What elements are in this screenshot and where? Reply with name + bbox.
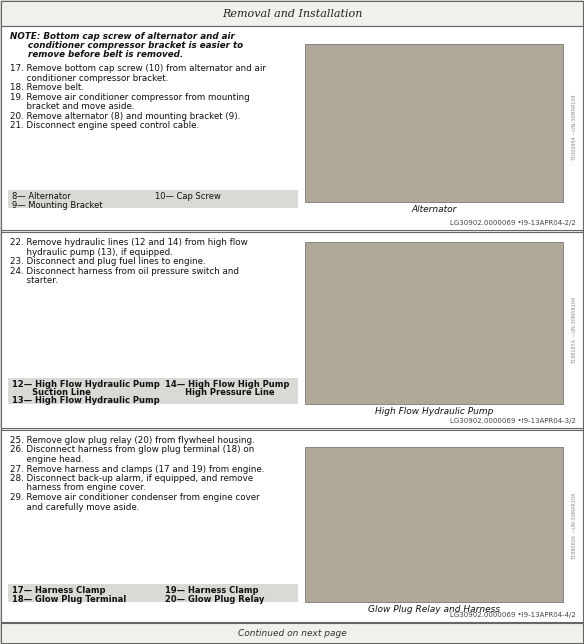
Text: 25. Remove glow plug relay (20) from flywheel housing.: 25. Remove glow plug relay (20) from fly…	[10, 436, 255, 445]
Bar	[305, 44, 563, 202]
Text: High Flow Hydraulic Pump: High Flow Hydraulic Pump	[375, 407, 493, 416]
Text: 29. Remove air conditioner condenser from engine cover: 29. Remove air conditioner condenser fro…	[10, 493, 260, 502]
Text: 21. Disconnect engine speed control cable.: 21. Disconnect engine speed control cabl…	[10, 121, 199, 130]
Text: Continued on next page: Continued on next page	[238, 629, 346, 638]
Bar	[305, 242, 563, 404]
Text: 28. Disconnect back-up alarm, if equipped, and remove: 28. Disconnect back-up alarm, if equippe…	[10, 474, 253, 483]
Bar	[8, 190, 298, 208]
Text: 17. Remove bottom cap screw (10) from alternator and air: 17. Remove bottom cap screw (10) from al…	[10, 64, 266, 73]
Text: 20— Glow Plug Relay: 20— Glow Plug Relay	[165, 595, 265, 604]
Text: 19— Harness Clamp: 19— Harness Clamp	[165, 586, 259, 595]
Text: Suction Line: Suction Line	[12, 388, 91, 397]
Text: 18— Glow Plug Terminal: 18— Glow Plug Terminal	[12, 595, 126, 604]
Text: LG30902.0000069 •I9-13APR04-3/2: LG30902.0000069 •I9-13APR04-3/2	[450, 418, 576, 424]
Text: remove before belt is removed.: remove before belt is removed.	[10, 50, 183, 59]
Text: 10— Cap Screw: 10— Cap Screw	[155, 192, 221, 201]
Text: LG30902.0000069 •I9-13APR04-4/2: LG30902.0000069 •I9-13APR04-4/2	[450, 612, 576, 618]
Text: engine head.: engine head.	[10, 455, 84, 464]
Text: Alternator: Alternator	[411, 205, 457, 214]
Bar	[8, 584, 298, 602]
Text: 23. Disconnect and plug fuel lines to engine.: 23. Disconnect and plug fuel lines to en…	[10, 257, 206, 266]
Text: Removal and Installation: Removal and Installation	[222, 8, 362, 19]
Text: bracket and move aside.: bracket and move aside.	[10, 102, 134, 111]
Bar	[1, 430, 583, 622]
Text: harness from engine cover.: harness from engine cover.	[10, 484, 145, 493]
Text: LG30902.0000069 •I9-13APR04-2/2: LG30902.0000069 •I9-13APR04-2/2	[450, 220, 576, 226]
Text: 22. Remove hydraulic lines (12 and 14) from high flow: 22. Remove hydraulic lines (12 and 14) f…	[10, 238, 248, 247]
Text: 19. Remove air conditioner compressor from mounting: 19. Remove air conditioner compressor fr…	[10, 93, 250, 102]
Text: 12— High Flow Hydraulic Pump: 12— High Flow Hydraulic Pump	[12, 380, 160, 389]
Text: 20. Remove alternator (8) and mounting bracket (9).: 20. Remove alternator (8) and mounting b…	[10, 111, 241, 120]
Text: conditioner compressor bracket.: conditioner compressor bracket.	[10, 73, 168, 82]
Bar	[1, 26, 583, 230]
Text: 24. Disconnect harness from oil pressure switch and: 24. Disconnect harness from oil pressure…	[10, 267, 239, 276]
Text: 26. Disconnect harness from glow plug terminal (18) on: 26. Disconnect harness from glow plug te…	[10, 446, 254, 455]
Text: Glow Plug Relay and Harness: Glow Plug Relay and Harness	[368, 605, 500, 614]
Bar	[1, 623, 583, 643]
Bar	[8, 378, 298, 404]
Text: 13— High Flow Hydraulic Pump: 13— High Flow Hydraulic Pump	[12, 396, 159, 405]
Text: 27. Remove harness and clamps (17 and 19) from engine.: 27. Remove harness and clamps (17 and 19…	[10, 464, 265, 473]
Text: High Pressure Line: High Pressure Line	[165, 388, 274, 397]
Text: conditioner compressor bracket is easier to: conditioner compressor bracket is easier…	[10, 41, 243, 50]
Text: starter.: starter.	[10, 276, 58, 285]
Text: hydraulic pump (13), if equipped.: hydraulic pump (13), if equipped.	[10, 247, 173, 256]
Text: 9— Mounting Bracket: 9— Mounting Bracket	[12, 201, 103, 210]
Text: and carefully move aside.: and carefully move aside.	[10, 502, 140, 511]
Text: NOTE: Bottom cap screw of alternator and air: NOTE: Bottom cap screw of alternator and…	[10, 32, 235, 41]
Text: 17— Harness Clamp: 17— Harness Clamp	[12, 586, 106, 595]
Text: 14— High Flow High Pump: 14— High Flow High Pump	[165, 380, 290, 389]
Text: T188060A —UN-30MAR104: T188060A —UN-30MAR104	[572, 493, 578, 560]
Text: 8— Alternator: 8— Alternator	[12, 192, 71, 201]
Text: 18. Remove belt.: 18. Remove belt.	[10, 83, 84, 92]
Text: T1000954 —UN-30MAR104: T1000954 —UN-30MAR104	[572, 95, 578, 162]
Bar	[1, 232, 583, 428]
Text: T188187A —UN-30MAR104: T188187A —UN-30MAR104	[572, 296, 578, 364]
Bar	[1, 1, 583, 26]
Bar	[305, 447, 563, 602]
